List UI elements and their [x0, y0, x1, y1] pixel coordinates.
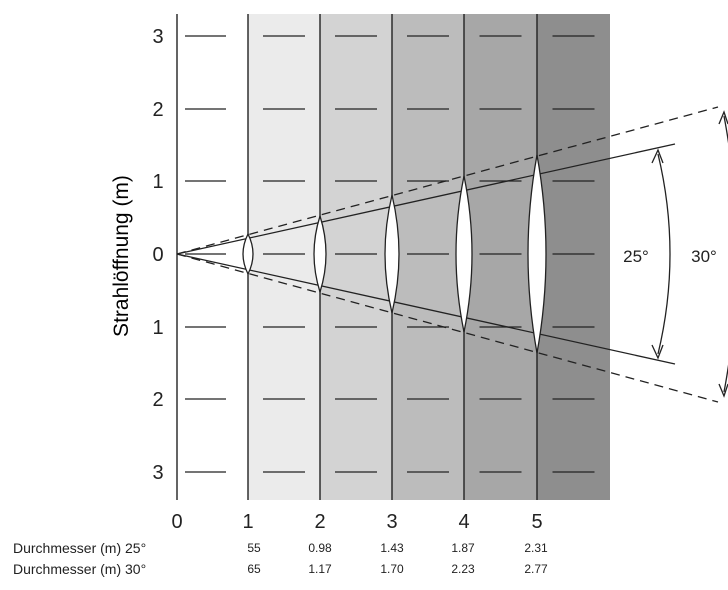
angle-label-25: 25°: [623, 247, 649, 266]
zone-band: [392, 14, 464, 500]
y-tick-label: 3: [152, 462, 163, 484]
value-cell: 55: [247, 541, 261, 555]
arrowhead: [718, 383, 728, 398]
angle-arc-25: [657, 153, 671, 355]
diameter-row-25: Durchmesser (m) 25° 55 0.98 1.43 1.87 2.…: [0, 540, 728, 558]
diameter-row-30: Durchmesser (m) 30° 65 1.17 1.70 2.23 2.…: [0, 561, 728, 579]
value-cell: 1.17: [308, 562, 332, 576]
value-cell: 2.23: [451, 562, 475, 576]
x-tick-label: 2: [314, 511, 325, 533]
x-tick-label: 0: [171, 511, 182, 533]
zone-band: [248, 14, 320, 500]
beam-edge-30: [176, 253, 719, 403]
beam-section: [242, 232, 254, 276]
value-cell: 2.77: [524, 562, 548, 576]
distance-zones: [248, 14, 610, 500]
beam-sections: [242, 154, 547, 354]
angle-label-30: 30°: [691, 247, 717, 266]
x-tick-label: 3: [386, 511, 397, 533]
beam-section: [527, 154, 547, 354]
y-tick-label: 2: [152, 389, 163, 411]
zone-band: [320, 14, 392, 500]
beam-section: [313, 213, 327, 295]
value-cell: 1.87: [451, 541, 475, 555]
y-axis-title: Strahlöffnung (m): [110, 175, 133, 337]
x-tick-label: 4: [458, 511, 469, 533]
value-cell: 1.70: [380, 562, 404, 576]
x-tick-label: 1: [242, 511, 253, 533]
angle-arcs: [651, 110, 728, 398]
beam-edge-30: [176, 106, 719, 255]
arrowhead: [718, 110, 728, 125]
beam-edge-25: [176, 253, 676, 365]
y-tick-label: 3: [152, 26, 163, 48]
grid-dashes: [185, 35, 595, 473]
beam-cone: [176, 106, 719, 403]
beam-edge-25: [176, 143, 676, 255]
y-tick-label: 1: [152, 171, 163, 193]
row-label: Durchmesser (m) 25°: [13, 540, 147, 556]
angle-arc-30: [723, 115, 728, 393]
zone-band: [537, 14, 610, 500]
row-label: Durchmesser (m) 30°: [13, 561, 147, 577]
value-cell: 65: [247, 562, 261, 576]
arrowhead: [651, 344, 664, 360]
beam-section: [384, 194, 400, 314]
axis-labels: 3 2 1 0 1 2 3 0 1 2 3 4 5 25° 30°: [152, 26, 716, 533]
y-tick-label: 1: [152, 317, 163, 339]
value-cell: 1.43: [380, 541, 404, 555]
zone-band: [464, 14, 537, 500]
y-tick-label: 2: [152, 99, 163, 121]
y-tick-label: 0: [152, 244, 163, 266]
arrowhead: [651, 148, 664, 164]
value-cell: 2.31: [524, 541, 548, 555]
value-cell: 0.98: [308, 541, 332, 555]
beam-section: [455, 175, 473, 333]
x-tick-label: 5: [531, 511, 542, 533]
